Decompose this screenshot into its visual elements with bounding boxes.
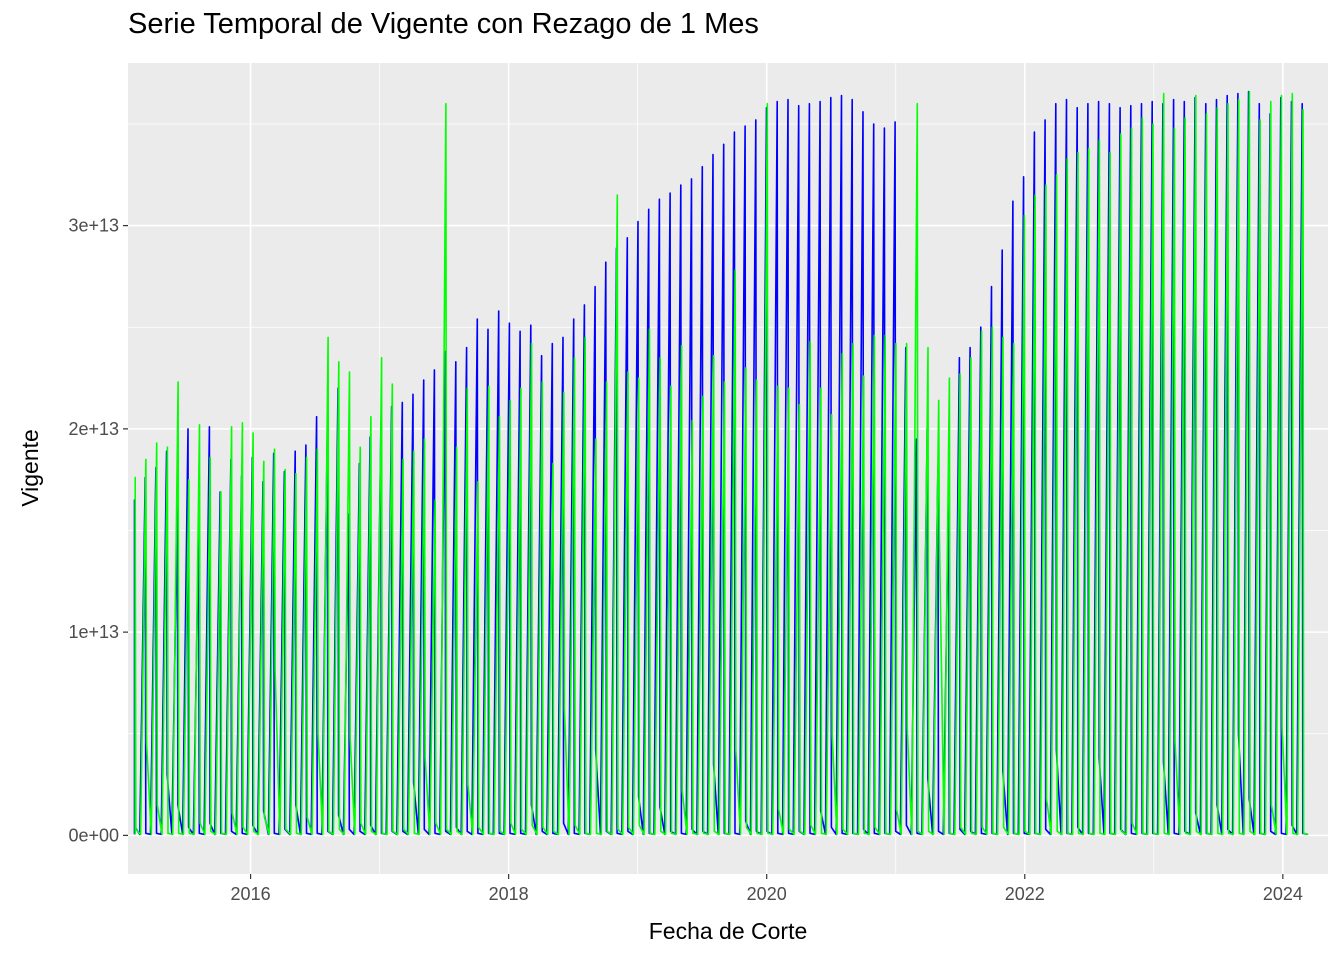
x-tick-label: 2020: [747, 884, 787, 904]
y-axis: 0e+00 1e+13 2e+13 3e+13: [68, 216, 128, 845]
x-axis: 2016 2018 2020 2022 2024: [231, 874, 1303, 904]
y-tick-label: 0e+00: [68, 825, 119, 845]
x-tick-label: 2016: [231, 884, 271, 904]
chart-title: Serie Temporal de Vigente con Rezago de …: [128, 8, 759, 40]
y-tick-label: 3e+13: [68, 216, 119, 236]
y-tick-label: 2e+13: [68, 419, 119, 439]
series-layer: [133, 90, 1309, 836]
y-axis-title: Vigente: [17, 429, 43, 507]
y-tick-label: 1e+13: [68, 622, 119, 642]
x-tick-label: 2024: [1263, 884, 1303, 904]
x-tick-label: 2018: [489, 884, 529, 904]
series-2-line: [134, 90, 1309, 836]
x-tick-label: 2022: [1005, 884, 1045, 904]
x-axis-title: Fecha de Corte: [649, 918, 808, 944]
